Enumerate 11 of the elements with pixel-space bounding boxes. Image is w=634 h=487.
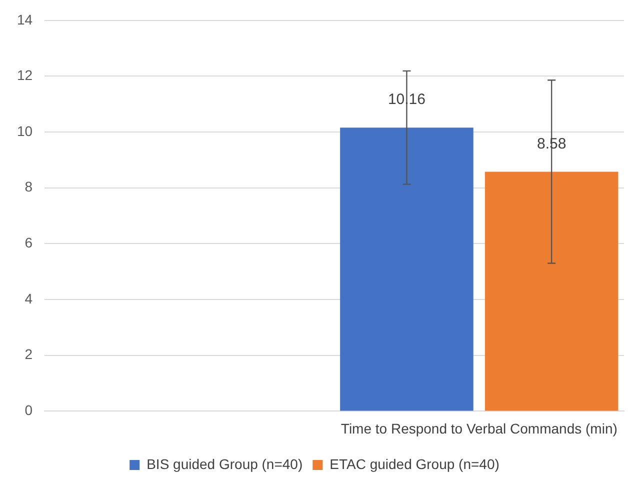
y-tick-label: 6: [24, 234, 33, 251]
y-tick-label: 12: [16, 67, 33, 84]
y-tick-label: 4: [24, 290, 33, 306]
x-tick-label: Time to Respond to Verbal Commands (min): [340, 420, 618, 436]
y-tick-label: 2: [24, 346, 33, 362]
legend-label: BIS guided Group (n=40): [146, 456, 303, 472]
legend-label: ETAC guided Group (n=40): [330, 456, 500, 472]
y-tick-label: 0: [24, 402, 33, 418]
y-tick-label: 8: [24, 178, 33, 195]
y-tick-label: 14: [16, 11, 33, 28]
y-tick-label: 10: [16, 122, 33, 139]
